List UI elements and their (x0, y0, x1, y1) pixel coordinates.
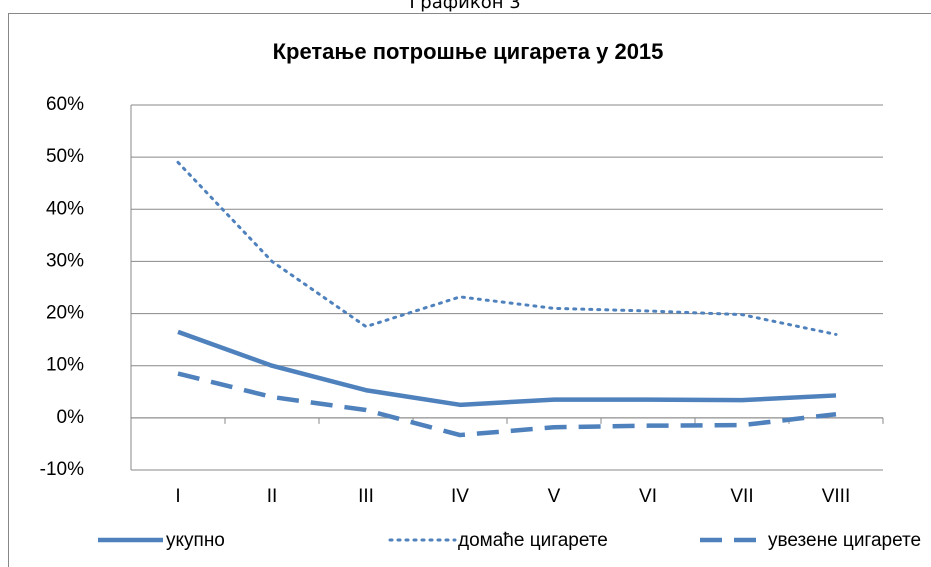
legend-label: увезене цигарете (768, 530, 921, 551)
y-tick-label: 10% (46, 355, 84, 376)
y-tick-label: 30% (46, 250, 84, 271)
x-tick-label: II (267, 486, 278, 507)
x-tick-label: I (175, 486, 180, 507)
chart-border (8, 13, 931, 567)
legend-label: укупно (166, 530, 225, 551)
x-tick-label: VI (639, 486, 657, 507)
page-heading: Графикон 3 (409, 0, 520, 13)
y-tick-label: 60% (46, 94, 84, 115)
series-line (177, 329, 837, 408)
series-line (176, 160, 838, 336)
series-line (177, 371, 837, 438)
x-tick-label: VII (730, 486, 753, 507)
chart-title: Кретање потрошње цигарета у 2015 (273, 39, 664, 64)
x-tick-label: IV (451, 486, 469, 507)
y-tick-label: -10% (40, 459, 84, 480)
y-tick-label: 50% (46, 146, 84, 167)
x-tick-label: III (358, 486, 374, 507)
y-tick-label: 20% (46, 303, 84, 324)
x-tick-label: VIII (822, 486, 851, 507)
x-tick-label: V (548, 486, 561, 507)
y-tick-label: 0% (57, 407, 85, 428)
y-tick-label: 40% (46, 198, 84, 219)
legend-label: домаће цигарете (458, 530, 608, 551)
